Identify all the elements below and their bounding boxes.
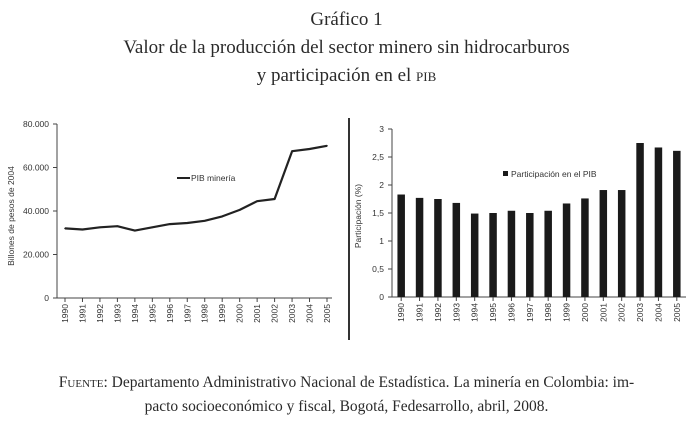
- line-y-tick-label: 20.000: [23, 250, 49, 260]
- line-x-tick-label: 1994: [130, 304, 140, 323]
- line-point: [203, 219, 206, 222]
- source-line2: pacto socioeconómico y fiscal, Bogotá, F…: [144, 398, 549, 415]
- bar-1993: [452, 202, 461, 297]
- figure-title-abbr: PIB: [416, 65, 437, 86]
- bar-y-tick-label: 1,5: [372, 208, 384, 218]
- bar-y-tick-label: 2: [379, 180, 384, 190]
- source-label: Fuente:: [58, 374, 108, 391]
- line-point: [116, 225, 119, 228]
- line-point: [99, 226, 101, 229]
- bar-y-tick-label: 2,5: [372, 152, 384, 162]
- line-x-tick-label: 2000: [235, 304, 245, 323]
- line-x-tick-label: 2002: [270, 304, 280, 323]
- bar-1992: [434, 199, 442, 297]
- bar-2004: [654, 147, 663, 297]
- line-point: [221, 215, 223, 218]
- bar-x-tick-label: 1993: [451, 303, 461, 322]
- line-x-tick-label: 1992: [95, 304, 105, 323]
- line-point: [81, 228, 84, 231]
- line-x-tick-label: 1993: [112, 304, 122, 323]
- line-y-tick-label: 0: [44, 293, 49, 303]
- line-point: [64, 227, 66, 230]
- bar-1999: [562, 203, 571, 297]
- line-y-tick-label: 40.000: [23, 206, 49, 216]
- line-point: [273, 198, 276, 200]
- line-x-tick-label: 1996: [165, 304, 175, 323]
- line-x-tick-label: 1995: [147, 304, 157, 323]
- bar-1995: [489, 213, 497, 297]
- charts-canvas: 0 20.000 40.000 60.000 80.000 1990 1991 1992 199…: [6, 118, 686, 340]
- bar-1996: [507, 210, 516, 297]
- bar-x-tick-label: 2003: [635, 303, 645, 322]
- bar-chart: 0 0,5 1 1,5 2 2,5 3 Participación en el PIB 1990…: [353, 124, 686, 322]
- bar-1997: [526, 213, 534, 297]
- line-point: [326, 144, 328, 147]
- bar-1994: [470, 213, 479, 297]
- figure-title-prefix: y participación en el: [256, 65, 417, 86]
- bar-y-tick-label: 3: [379, 124, 384, 134]
- bar-legend-label: Participación en el PIB: [511, 169, 597, 179]
- line-x-tick-label: 1997: [182, 304, 192, 323]
- source-line1: Fuente: Departamento Administrativo Naci…: [0, 372, 693, 394]
- bar-x-tick-label: 1999: [562, 303, 572, 322]
- bar-1991: [415, 197, 424, 297]
- bar-x-tick-label: 1998: [543, 303, 553, 322]
- bar-2000: [581, 198, 589, 297]
- bar-y-tick-label: 0: [379, 292, 384, 302]
- line-x-tick-label: 1991: [77, 304, 87, 323]
- line-y-tick-label: 60.000: [23, 163, 49, 173]
- bar-legend-swatch: [503, 171, 508, 176]
- figure-title-line2: y participación en el PIB: [0, 64, 693, 88]
- bar-y-tick-label: 1: [379, 236, 384, 246]
- bar-2001: [599, 190, 608, 297]
- line-x-tick-label: 2003: [287, 304, 297, 323]
- line-point: [308, 148, 311, 150]
- bar-y-tick-label: 0,5: [372, 264, 384, 274]
- bar-x-tick-label: 1991: [415, 303, 425, 322]
- bar-2002: [617, 190, 626, 297]
- line-point: [151, 226, 154, 229]
- figure-label: Gráfico 1: [310, 9, 383, 30]
- line-point: [134, 229, 136, 232]
- line-point: [291, 150, 293, 152]
- bar-x-tick-label: 1990: [396, 303, 406, 322]
- bar-x-tick-label: 1995: [488, 303, 498, 322]
- line-y-axis-title: Billones de pesos de 2004: [6, 166, 16, 266]
- line-series-pib-minería: [64, 144, 328, 232]
- line-point: [256, 200, 258, 203]
- line-point: [238, 209, 241, 211]
- bar-x-tick-label: 1994: [470, 303, 480, 322]
- bar-2003: [636, 143, 644, 297]
- line-y-tick-label: 80.000: [23, 119, 49, 129]
- bar-x-tick-label: 1992: [433, 303, 443, 322]
- bar-1990: [397, 194, 405, 297]
- bar-x-tick-label: 2001: [598, 303, 608, 322]
- line-x-tick-label: 2001: [252, 304, 262, 323]
- line-point: [186, 222, 189, 224]
- line-x-tick-label: 2004: [305, 304, 315, 323]
- line-x-tick-label: 1998: [200, 304, 210, 323]
- bar-y-axis-title: Participación (%): [353, 184, 363, 248]
- bar-x-tick-label: 2000: [580, 303, 590, 322]
- bar-x-tick-label: 1996: [506, 303, 516, 322]
- bar-x-tick-label: 2002: [617, 303, 627, 322]
- bar-2005: [673, 150, 681, 297]
- line-point: [169, 223, 171, 225]
- line-chart: 0 20.000 40.000 60.000 80.000 1990 1991 1992 199…: [6, 119, 332, 323]
- source-text-line1: Departamento Administrativo Nacional de …: [111, 374, 635, 391]
- line-legend-label: PIB minería: [191, 173, 236, 183]
- bar-x-tick-label: 2004: [653, 303, 663, 322]
- bar-x-tick-label: 1997: [525, 303, 535, 322]
- line-x-tick-label: 2005: [322, 304, 332, 323]
- bar-1998: [544, 210, 552, 297]
- bar-x-tick-label: 2005: [672, 303, 682, 322]
- line-x-tick-label: 1999: [217, 304, 227, 323]
- line-x-tick-label: 1990: [60, 304, 70, 323]
- figure-title-line1: Valor de la producción del sector minero…: [123, 37, 570, 58]
